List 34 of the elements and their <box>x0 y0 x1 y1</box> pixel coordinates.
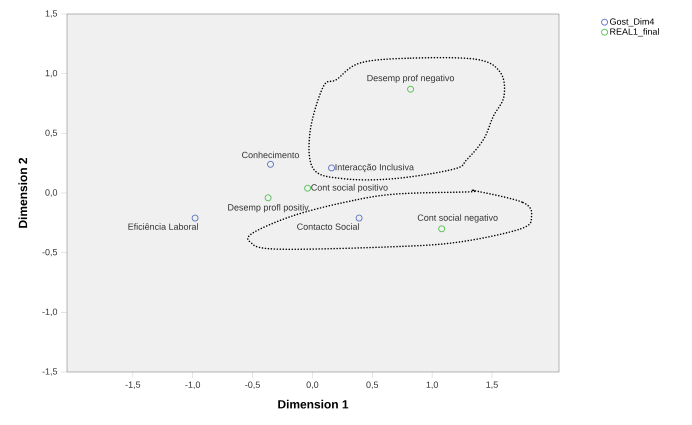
y-tick-label: 1,5 <box>46 10 58 18</box>
point <box>264 194 272 202</box>
point <box>407 86 414 93</box>
annotation: Desemp prof negativo <box>367 74 454 83</box>
legend-label: Gost_Dim4 <box>610 18 654 26</box>
annotation: Cont social positivo <box>311 184 388 192</box>
point <box>267 160 274 168</box>
y-tick-label: 0,5 <box>45 130 58 138</box>
y-tick-label: -1,0 <box>42 308 58 316</box>
y-tick-label: -0,5 <box>42 248 58 256</box>
annotation: Eficiência Laboral <box>128 223 198 230</box>
y-tick-label: 1,0 <box>46 70 58 78</box>
point <box>438 225 446 232</box>
x-tick-label: 1,0 <box>426 382 438 389</box>
annotation: Desemp profl positiv <box>228 204 309 212</box>
point <box>304 184 312 192</box>
x-tick-label: -0,5 <box>245 382 260 389</box>
x-tick-label: -1,5 <box>126 382 140 389</box>
annotation: Contacto Social <box>297 223 359 230</box>
point <box>328 164 336 172</box>
annotation: Conhecimento <box>242 152 300 158</box>
y-axis-title: Dimension 2 <box>18 158 28 228</box>
point <box>192 214 199 222</box>
legend-label: REAL1_final <box>610 28 659 36</box>
x-axis-title: Dimension 1 <box>278 400 348 409</box>
x-tick-label: -1,0 <box>185 382 200 389</box>
x-tick-label: 0,0 <box>306 382 318 389</box>
point <box>356 214 363 222</box>
annotation: Interacção Inclusiva <box>336 164 414 172</box>
x-tick-label: 0,5 <box>366 382 378 389</box>
y-tick-label: -1,5 <box>42 368 58 376</box>
x-tick-label: 1,5 <box>486 382 498 389</box>
annotation: Cont social negativo <box>418 214 498 223</box>
y-tick-label: 0,0 <box>45 189 58 197</box>
